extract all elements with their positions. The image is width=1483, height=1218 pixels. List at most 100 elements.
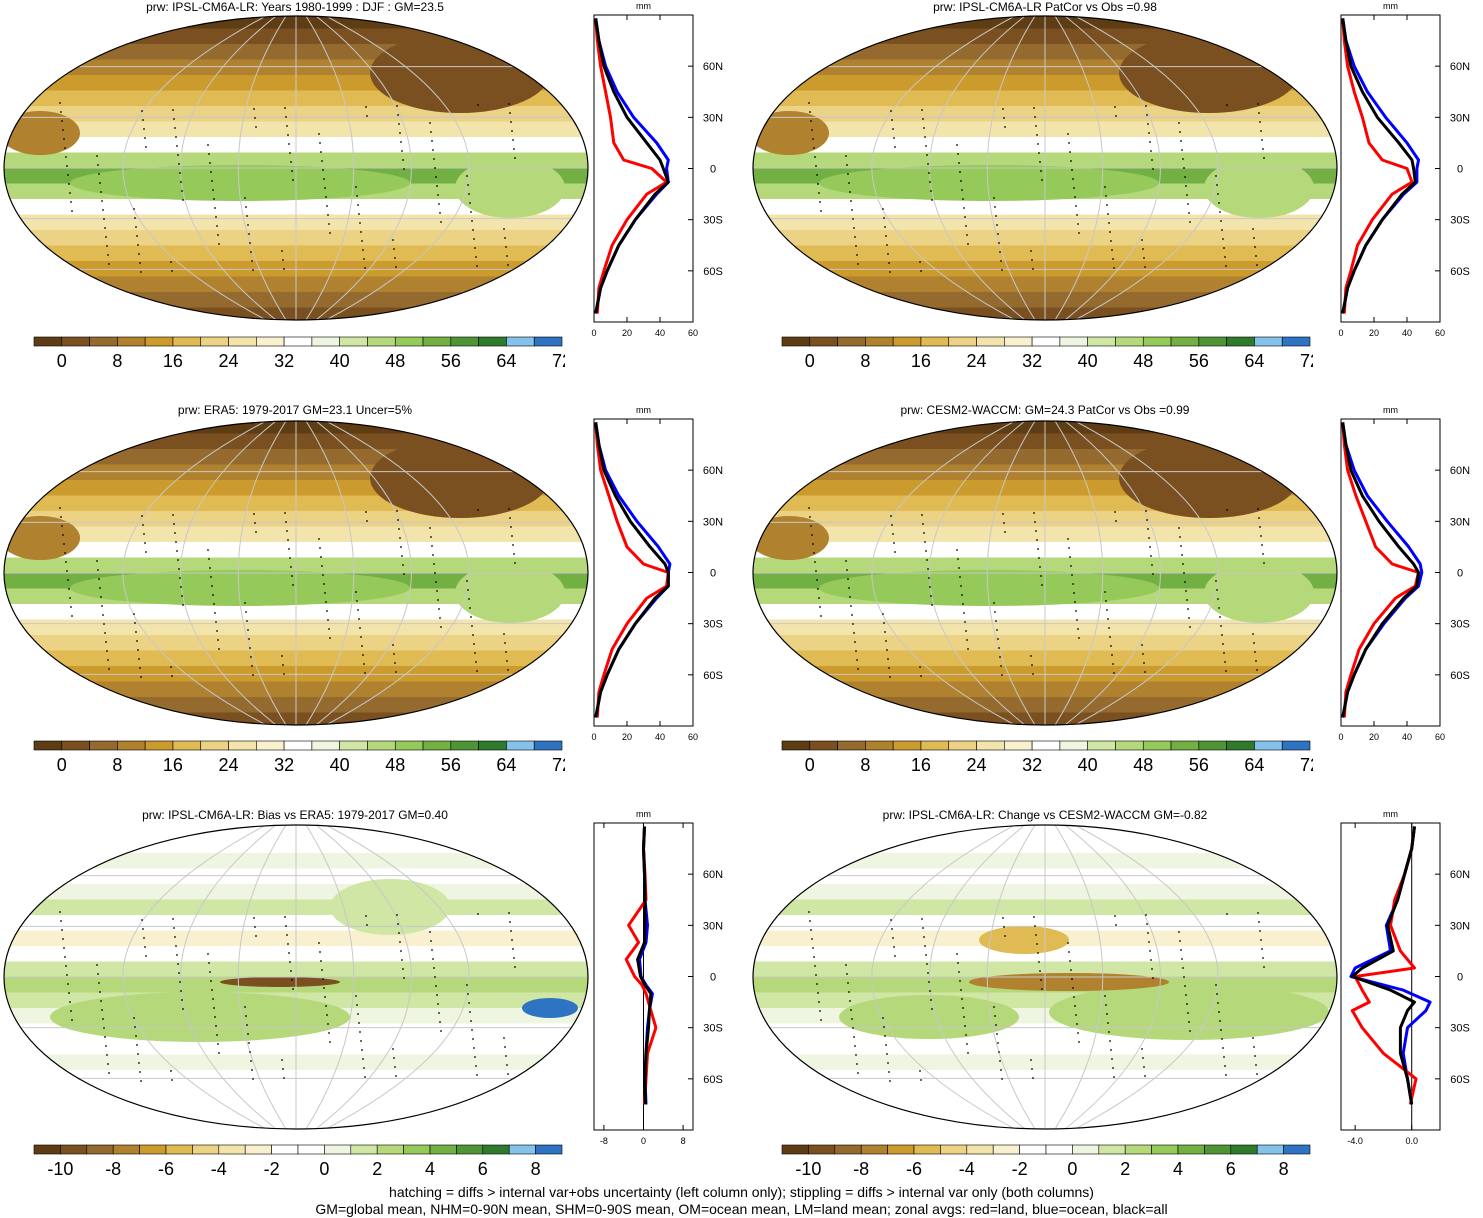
zonal-ytick-label: 60S bbox=[703, 1074, 723, 1086]
colorbar-swatch bbox=[1283, 1144, 1311, 1155]
footer-note-hatching: hatching = diffs > internal var+obs unce… bbox=[389, 1184, 1094, 1200]
colorbar-label: 40 bbox=[1078, 351, 1098, 371]
zonal-xtick-label: 0 bbox=[591, 328, 596, 338]
colorbar-label: 6 bbox=[478, 1159, 488, 1179]
colorbar-label: 64 bbox=[1244, 755, 1264, 775]
colorbar-swatch bbox=[256, 740, 285, 751]
map-outline bbox=[3, 420, 589, 726]
zonal-xtick-label: -4.0 bbox=[1347, 1136, 1363, 1146]
zonal-unit-label: mm bbox=[1383, 809, 1398, 819]
colorbar-swatch bbox=[1254, 336, 1283, 347]
colorbar-swatch bbox=[1281, 740, 1311, 751]
colorbar-4: 08162432404856647280 bbox=[781, 740, 1313, 775]
colorbar-label: -6 bbox=[906, 1159, 922, 1179]
map-graticule bbox=[4, 421, 588, 725]
zonal-xtick-label: 20 bbox=[622, 732, 632, 742]
zonal-plot-4: mm 60N 30N 0 30S 60S 0 20 40 60 bbox=[1338, 405, 1470, 742]
colorbar-swatch bbox=[192, 1144, 220, 1155]
zonal-ytick-label: 0 bbox=[710, 164, 716, 176]
stipple-dots bbox=[808, 102, 1265, 273]
colorbar-swatch bbox=[781, 336, 811, 347]
zonal-ytick-label: 60N bbox=[703, 869, 723, 881]
map-field bbox=[4, 16, 588, 320]
colorbar-swatch bbox=[1115, 336, 1144, 347]
colorbar-swatch bbox=[976, 336, 1005, 347]
zonal-ytick-label: 30N bbox=[1450, 920, 1470, 932]
colorbar-swatch bbox=[297, 1144, 325, 1155]
colorbar-label: 48 bbox=[385, 351, 405, 371]
stipple-dots bbox=[808, 911, 1265, 1082]
colorbar-swatch bbox=[228, 336, 257, 347]
zonal-ytick-label: 60N bbox=[1450, 869, 1470, 881]
zonal-ytick-label: 30S bbox=[1450, 1023, 1470, 1035]
colorbar-swatch bbox=[781, 740, 811, 751]
colorbar-swatch bbox=[920, 740, 950, 751]
map-field bbox=[753, 16, 1337, 320]
colorbar-swatch bbox=[89, 740, 118, 751]
colorbar-swatch bbox=[860, 1144, 888, 1155]
colorbar-label: 48 bbox=[1133, 351, 1153, 371]
panel-title-6: prw: IPSL-CM6A-LR: Change vs CESM2-WACCM… bbox=[882, 808, 1208, 822]
colorbar-label: 0 bbox=[319, 1159, 329, 1179]
zonal-frame bbox=[1340, 418, 1441, 727]
map-graticule bbox=[753, 825, 1337, 1129]
colorbar-swatch bbox=[1004, 336, 1033, 347]
map-outline bbox=[752, 15, 1338, 321]
zonal-ytick-label: 30S bbox=[1450, 619, 1470, 631]
colorbar-swatch bbox=[394, 336, 424, 347]
colorbar-label: 72 bbox=[1300, 755, 1313, 775]
colorbar-label: 40 bbox=[1078, 755, 1098, 775]
zonal-ytick-label: 60N bbox=[703, 61, 723, 73]
zonal-xtick-label: 8 bbox=[681, 1136, 686, 1146]
colorbar-swatch bbox=[256, 336, 285, 347]
map-panel-6 bbox=[752, 824, 1338, 1130]
zonal-series-line bbox=[636, 826, 653, 1105]
colorbar-label: 8 bbox=[112, 351, 122, 371]
zonal-unit-label: mm bbox=[1383, 1, 1398, 11]
map-graticule bbox=[4, 825, 588, 1129]
colorbar-swatch bbox=[403, 1144, 431, 1155]
colorbar-swatch bbox=[1045, 1144, 1073, 1155]
zonal-xtick-label: 0 bbox=[1338, 328, 1343, 338]
colorbar-swatch bbox=[533, 336, 563, 347]
map-outline bbox=[3, 15, 589, 321]
colorbar-label: 56 bbox=[1189, 755, 1209, 775]
colorbar-label: 0 bbox=[805, 351, 815, 371]
zonal-ytick-label: 30S bbox=[703, 619, 723, 631]
colorbar-swatch bbox=[1226, 740, 1255, 751]
colorbar-swatch bbox=[324, 1144, 352, 1155]
panel-title-3: prw: ERA5: 1979-2017 GM=23.1 Uncer=5% bbox=[177, 403, 413, 417]
map-panel-1 bbox=[3, 15, 589, 321]
zonal-ytick-label: 30S bbox=[703, 215, 723, 227]
colorbar-label: 0 bbox=[1067, 1159, 1077, 1179]
colorbar-swatch bbox=[112, 1144, 140, 1155]
colorbar-5: -10-8-6-4-20246810 bbox=[33, 1144, 563, 1179]
zonal-ytick-label: 60S bbox=[1450, 266, 1470, 278]
colorbar-swatch bbox=[311, 336, 340, 347]
zonal-frame bbox=[593, 418, 694, 727]
colorbar-label: 24 bbox=[219, 351, 239, 371]
colorbar-swatch bbox=[33, 336, 63, 347]
colorbar-swatch bbox=[1098, 1144, 1126, 1155]
colorbar-label: 56 bbox=[441, 351, 461, 371]
colorbar-label: 56 bbox=[441, 755, 461, 775]
map-outline bbox=[752, 824, 1338, 1130]
colorbar-swatch bbox=[350, 1144, 378, 1155]
zonal-xtick-label: 60 bbox=[1435, 732, 1445, 742]
colorbar-swatch bbox=[940, 1144, 968, 1155]
colorbar-swatch bbox=[1198, 740, 1227, 751]
colorbar-swatch bbox=[1142, 740, 1172, 751]
zonal-xtick-label: 40 bbox=[1402, 328, 1412, 338]
panel-title-4: prw: CESM2-WACCM: GM=24.3 PatCor vs Obs … bbox=[900, 403, 1190, 417]
zonal-xtick-label: 60 bbox=[1435, 328, 1445, 338]
colorbar-swatch bbox=[271, 1144, 299, 1155]
colorbar-swatch bbox=[139, 1144, 167, 1155]
colorbar-label: 2 bbox=[372, 1159, 382, 1179]
zonal-xtick-label: 40 bbox=[655, 328, 665, 338]
zonal-ytick-label: 30N bbox=[703, 920, 723, 932]
zonal-ytick-label: 0 bbox=[710, 568, 716, 580]
colorbar-label: 24 bbox=[967, 755, 987, 775]
colorbar-swatch bbox=[450, 336, 479, 347]
colorbar-swatch bbox=[1072, 1144, 1100, 1155]
colorbar-swatch bbox=[456, 1144, 484, 1155]
